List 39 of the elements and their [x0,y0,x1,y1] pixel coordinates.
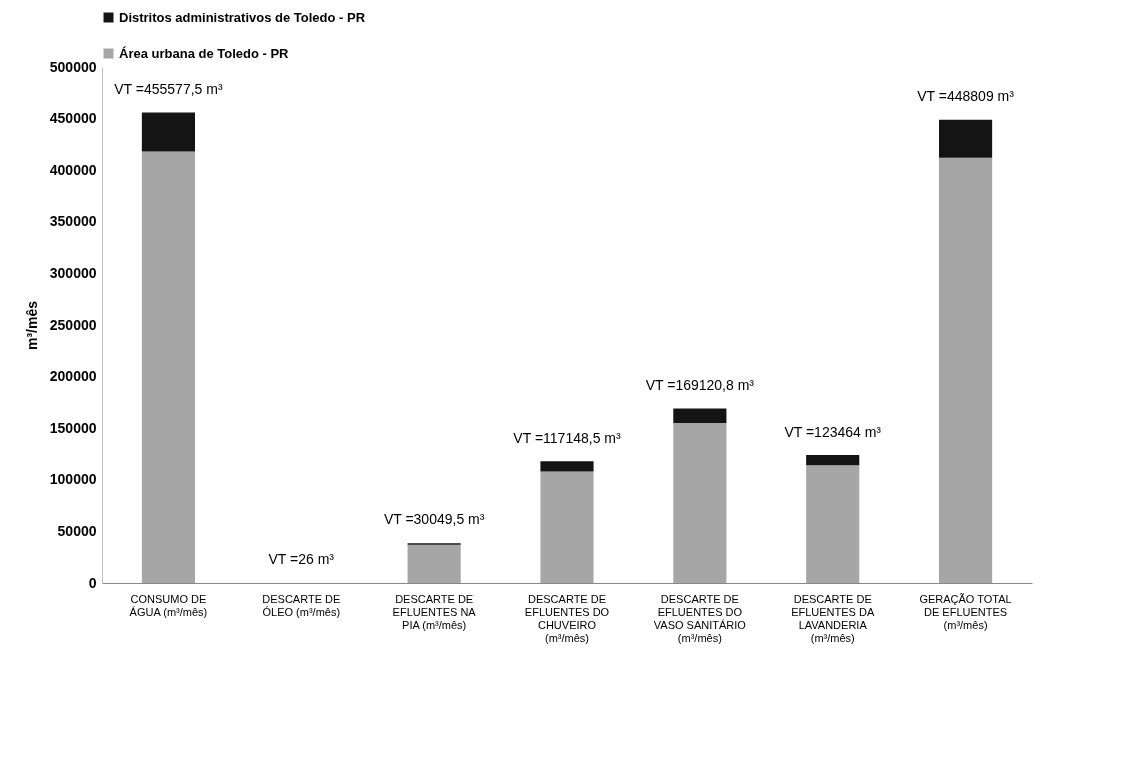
annotation: VT =117148,5 m³ [513,430,621,447]
y-tick-label: 500000 [49,58,97,75]
annotation: VT =30049,5 m³ [383,511,485,528]
annotation: VT =123464 m³ [784,423,882,440]
y-tick-label: 450000 [49,110,97,127]
legend-label: Distritos administrativos de Toledo - PR [119,9,366,25]
y-tick-label: 100000 [49,471,97,488]
y-tick-label: 50000 [57,522,97,539]
x-tick-label: DESCARTE DE EFLUENTES DA LAVANDERIA (m³/mês) [791,592,875,644]
x-tick-label: DESCARTE DE EFLUENTES NA PIA (m³/mês) [392,592,477,631]
x-tick-label: DESCARTE DE EFLUENTES DO VASO SANITÁRIO (m³/mês) [653,592,747,644]
y-tick-label: 0 [88,574,97,591]
x-tick-label: DESCARTE DE ÓLEO (m³/mês) [262,592,341,618]
bar [540,471,594,583]
bar [673,423,727,583]
y-axis-title: m³/mês [23,300,40,351]
bar [141,112,195,152]
y-tick-label: 150000 [49,419,97,436]
annotation: VT =448809 m³ [917,87,1015,104]
bar [806,465,860,583]
bar [540,461,594,472]
y-tick-label: 200000 [49,368,97,385]
y-tick-label: 250000 [49,316,97,333]
x-tick-label: GERAÇÃO TOTAL DE EFLUENTES (m³/mês) [919,592,1012,631]
bar [141,151,195,583]
bar [939,119,993,158]
x-tick-label: CONSUMO DE ÁGUA (m³/mês) [129,592,208,618]
x-tick-label: DESCARTE DE EFLUENTES DO CHUVEIRO (m³/mês) [524,592,610,644]
annotation: VT =455577,5 m³ [114,80,223,97]
annotation: VT =26 m³ [268,550,335,567]
legend-label: Área urbana de Toledo - PR [119,45,290,61]
bar [673,408,727,424]
bar [806,455,860,466]
bar [407,544,461,583]
annotation: VT =169120,8 m³ [645,376,755,393]
bar [939,157,993,583]
y-tick-label: 350000 [49,213,97,230]
y-tick-label: 300000 [49,264,97,281]
y-tick-label: 400000 [49,161,97,178]
